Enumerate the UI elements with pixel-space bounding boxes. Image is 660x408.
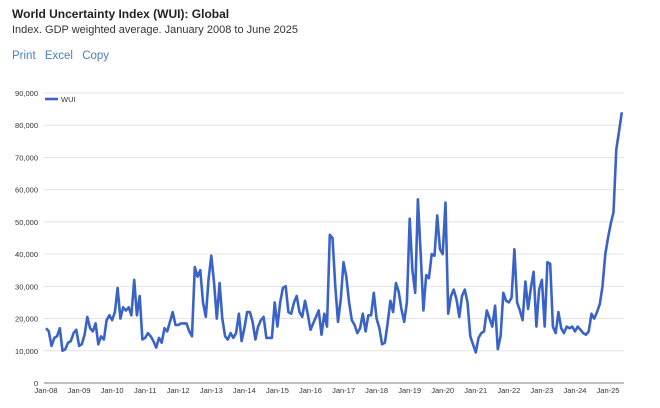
x-tick-label: Jan-19 — [398, 386, 421, 395]
x-tick-label: Jan-24 — [563, 386, 586, 395]
y-tick-label: 50,000 — [15, 218, 38, 227]
y-tick-label: 80,000 — [15, 121, 38, 130]
x-tick-label: Jan-15 — [266, 386, 289, 395]
y-tick-label: 70,000 — [15, 153, 38, 162]
export-links: Print Excel Copy — [12, 50, 115, 62]
series-line-wui — [45, 112, 624, 354]
x-tick-label: Jan-22 — [497, 386, 520, 395]
x-tick-label: Jan-21 — [464, 386, 487, 395]
x-tick-label: Jan-18 — [365, 386, 388, 395]
x-axis-ticks: Jan-08 Jan-09 Jan-10 Jan-11 Jan-12 Jan-13 Jan-… — [35, 386, 620, 395]
print-link[interactable]: Print — [12, 50, 36, 62]
legend-label-wui: WUI — [61, 95, 76, 104]
y-axis-ticks: 0 10,000 20,000 30,000 40,000 50,000 60,000 70,… — [15, 89, 38, 388]
page-subtitle: Index. GDP weighted average. January 200… — [12, 24, 298, 36]
x-tick-label: Jan-20 — [431, 386, 454, 395]
page-title: World Uncertainty Index (WUI): Global — [12, 7, 230, 21]
legend: WUI — [45, 95, 76, 104]
y-tick-label: 20,000 — [15, 315, 38, 324]
y-tick-label: 0 — [34, 379, 38, 388]
x-tick-label: Jan-23 — [530, 386, 553, 395]
x-tick-label: Jan-25 — [597, 386, 620, 395]
y-tick-label: 30,000 — [15, 282, 38, 291]
excel-link[interactable]: Excel — [44, 50, 73, 62]
y-tick-label: 40,000 — [15, 250, 38, 259]
x-tick-label: Jan-14 — [233, 386, 256, 395]
y-tick-label: 60,000 — [15, 186, 38, 195]
y-tick-label: 10,000 — [15, 347, 38, 356]
x-tick-label: Jan-10 — [101, 386, 124, 395]
x-tick-label: Jan-17 — [332, 386, 355, 395]
x-tick-label: Jan-11 — [134, 386, 156, 395]
gridlines — [44, 92, 624, 384]
x-tick-label: Jan-08 — [35, 386, 58, 395]
y-tick-label: 90,000 — [15, 89, 38, 98]
copy-link[interactable]: Copy — [82, 50, 110, 62]
x-tick-label: Jan-09 — [68, 386, 91, 395]
x-tick-label: Jan-12 — [167, 386, 190, 395]
x-tick-label: Jan-13 — [200, 386, 223, 395]
x-tick-label: Jan-16 — [299, 386, 322, 395]
